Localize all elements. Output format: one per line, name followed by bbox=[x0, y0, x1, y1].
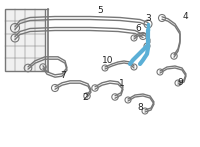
Bar bbox=[5, 9, 45, 71]
Text: 5: 5 bbox=[97, 5, 103, 15]
Text: 10: 10 bbox=[102, 56, 114, 65]
Text: 7: 7 bbox=[60, 71, 66, 80]
Text: 6: 6 bbox=[135, 24, 141, 32]
Text: 2: 2 bbox=[82, 92, 88, 101]
Text: 3: 3 bbox=[145, 14, 151, 22]
Text: 4: 4 bbox=[182, 11, 188, 20]
Text: 1: 1 bbox=[119, 78, 125, 87]
Text: 8: 8 bbox=[137, 102, 143, 112]
Text: 9: 9 bbox=[177, 77, 183, 86]
